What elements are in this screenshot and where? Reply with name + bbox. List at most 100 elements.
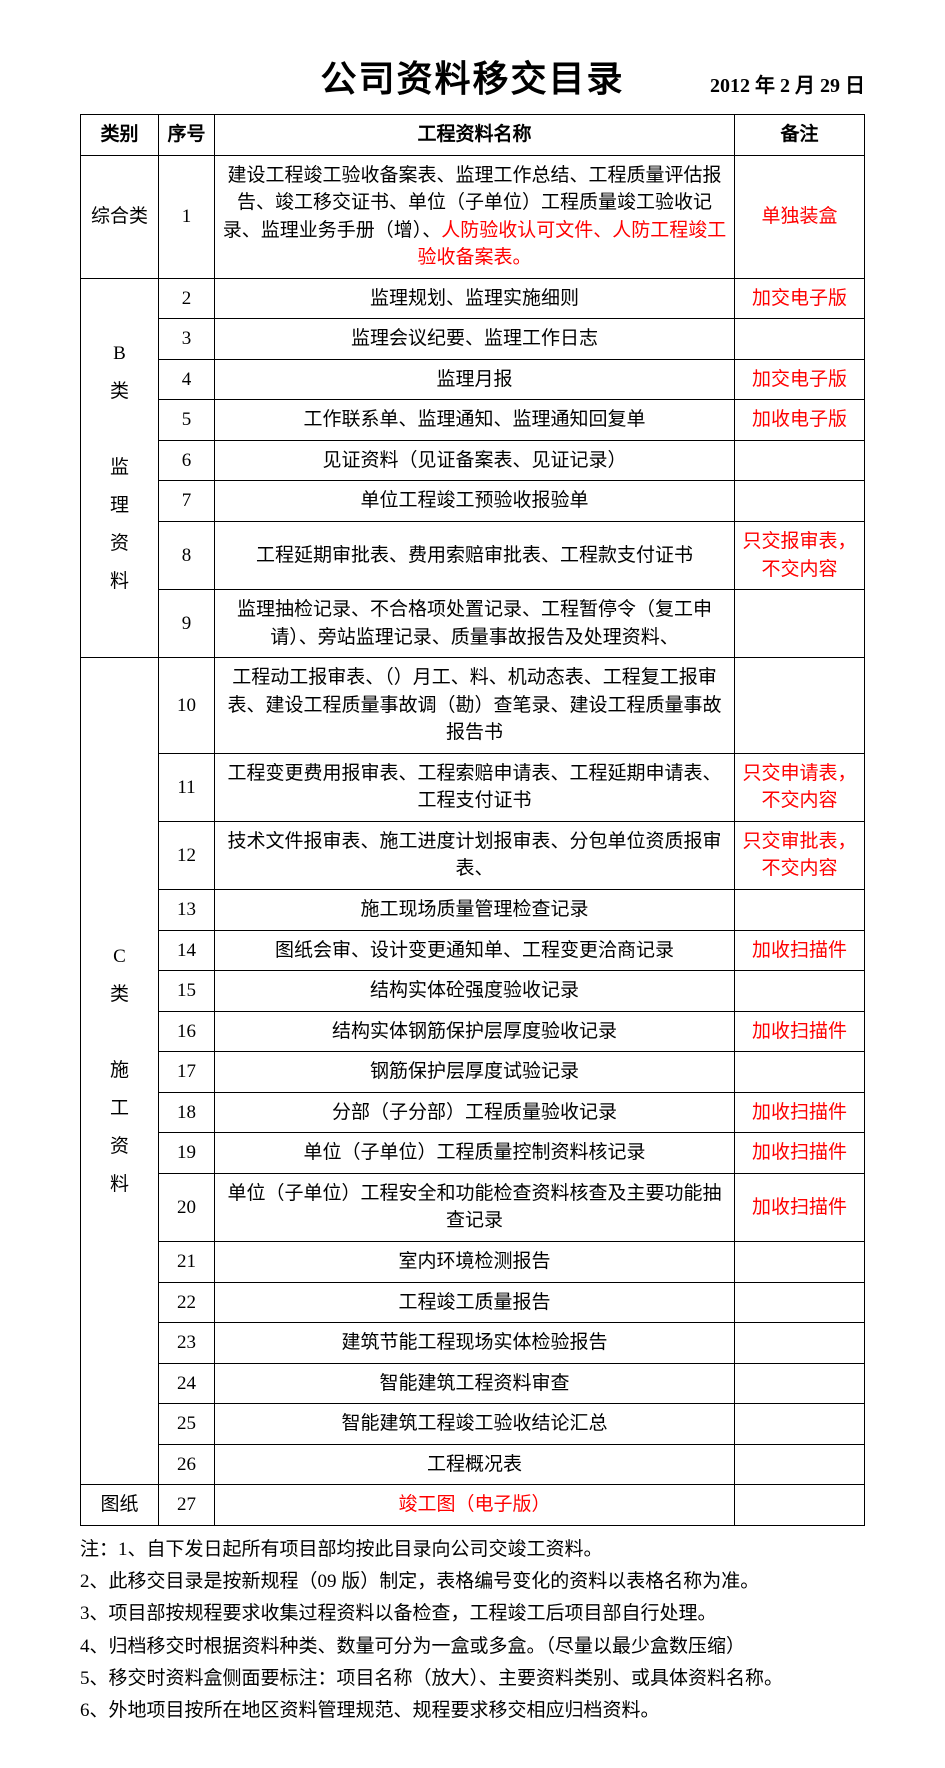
handover-table: 类别 序号 工程资料名称 备注 综合类1建设工程竣工验收备案表、监理工作总结、工…	[80, 114, 865, 1526]
note-cell: 加收扫描件	[735, 1173, 865, 1241]
table-row: 26工程概况表	[81, 1444, 865, 1485]
category-cell: 综合类	[81, 155, 159, 278]
name-cell: 建筑节能工程现场实体检验报告	[215, 1323, 735, 1364]
name-cell: 室内环境检测报告	[215, 1241, 735, 1282]
seq-cell: 10	[159, 658, 215, 754]
seq-cell: 1	[159, 155, 215, 278]
note-cell: 加收扫描件	[735, 1092, 865, 1133]
table-row: 11工程变更费用报审表、工程索赔申请表、工程延期申请表、工程支付证书只交申请表，…	[81, 753, 865, 821]
footnote-line: 注：1、自下发日起所有项目部均按此目录向公司交竣工资料。	[80, 1534, 865, 1566]
table-row: 21室内环境检测报告	[81, 1241, 865, 1282]
note-cell	[735, 971, 865, 1012]
note-cell	[735, 1241, 865, 1282]
seq-cell: 7	[159, 481, 215, 522]
note-cell: 加交电子版	[735, 278, 865, 319]
note-cell	[735, 658, 865, 754]
note-cell	[735, 1323, 865, 1364]
note-cell	[735, 1363, 865, 1404]
name-cell: 监理会议纪要、监理工作日志	[215, 319, 735, 360]
seq-cell: 16	[159, 1011, 215, 1052]
table-row: B类 监理资料2监理规划、监理实施细则加交电子版	[81, 278, 865, 319]
page-date: 2012 年 2 月 29 日	[710, 69, 865, 98]
seq-cell: 12	[159, 821, 215, 889]
table-row: 22工程竣工质量报告	[81, 1282, 865, 1323]
table-row: 23建筑节能工程现场实体检验报告	[81, 1323, 865, 1364]
name-cell: 单位工程竣工预验收报验单	[215, 481, 735, 522]
seq-cell: 21	[159, 1241, 215, 1282]
table-row: 17钢筋保护层厚度试验记录	[81, 1052, 865, 1093]
table-row: 6见证资料（见证备案表、见证记录）	[81, 440, 865, 481]
name-cell: 智能建筑工程竣工验收结论汇总	[215, 1404, 735, 1445]
table-row: 15结构实体砼强度验收记录	[81, 971, 865, 1012]
footnotes: 注：1、自下发日起所有项目部均按此目录向公司交竣工资料。2、此移交目录是按新规程…	[80, 1534, 865, 1728]
name-cell: 竣工图（电子版）	[215, 1485, 735, 1526]
note-cell	[735, 1052, 865, 1093]
table-row: 13施工现场质量管理检查记录	[81, 890, 865, 931]
table-row: 7单位工程竣工预验收报验单	[81, 481, 865, 522]
note-cell: 加交电子版	[735, 359, 865, 400]
seq-cell: 2	[159, 278, 215, 319]
table-row: 18分部（子分部）工程质量验收记录加收扫描件	[81, 1092, 865, 1133]
name-cell: 单位（子单位）工程安全和功能检查资料核查及主要功能抽查记录	[215, 1173, 735, 1241]
note-cell	[735, 1444, 865, 1485]
seq-cell: 26	[159, 1444, 215, 1485]
footnote-line: 5、移交时资料盒侧面要标注：项目名称（放大）、主要资料类别、或具体资料名称。	[80, 1663, 865, 1695]
table-row: 9监理抽检记录、不合格项处置记录、工程暂停令（复工申请）、旁站监理记录、质量事故…	[81, 590, 865, 658]
name-cell: 建设工程竣工验收备案表、监理工作总结、工程质量评估报告、竣工移交证书、单位（子单…	[215, 155, 735, 278]
table-row: 14图纸会审、设计变更通知单、工程变更洽商记录加收扫描件	[81, 930, 865, 971]
seq-cell: 6	[159, 440, 215, 481]
note-cell	[735, 1404, 865, 1445]
footnote-line: 4、归档移交时根据资料种类、数量可分为一盒或多盒。（尽量以最少盒数压缩）	[80, 1631, 865, 1663]
table-row: 20单位（子单位）工程安全和功能检查资料核查及主要功能抽查记录加收扫描件	[81, 1173, 865, 1241]
seq-cell: 18	[159, 1092, 215, 1133]
note-cell: 加收扫描件	[735, 1011, 865, 1052]
name-cell: 见证资料（见证备案表、见证记录）	[215, 440, 735, 481]
table-row: 5工作联系单、监理通知、监理通知回复单加收电子版	[81, 400, 865, 441]
name-cell: 工程动工报审表、（）月工、料、机动态表、工程复工报审表、建设工程质量事故调（勘）…	[215, 658, 735, 754]
seq-cell: 25	[159, 1404, 215, 1445]
name-cell: 监理规划、监理实施细则	[215, 278, 735, 319]
seq-cell: 5	[159, 400, 215, 441]
seq-cell: 11	[159, 753, 215, 821]
table-row: 综合类1建设工程竣工验收备案表、监理工作总结、工程质量评估报告、竣工移交证书、单…	[81, 155, 865, 278]
name-cell: 监理抽检记录、不合格项处置记录、工程暂停令（复工申请）、旁站监理记录、质量事故报…	[215, 590, 735, 658]
note-cell	[735, 590, 865, 658]
note-cell	[735, 1282, 865, 1323]
seq-cell: 22	[159, 1282, 215, 1323]
seq-cell: 15	[159, 971, 215, 1012]
note-cell	[735, 481, 865, 522]
note-cell	[735, 1485, 865, 1526]
table-row: 12技术文件报审表、施工进度计划报审表、分包单位资质报审表、只交审批表，不交内容	[81, 821, 865, 889]
name-cell: 工程延期审批表、费用索赔审批表、工程款支付证书	[215, 522, 735, 590]
seq-cell: 8	[159, 522, 215, 590]
footnote-line: 3、项目部按规程要求收集过程资料以备检查，工程竣工后项目部自行处理。	[80, 1598, 865, 1630]
note-cell	[735, 890, 865, 931]
note-cell	[735, 440, 865, 481]
note-cell: 加收扫描件	[735, 1133, 865, 1174]
table-row: 8工程延期审批表、费用索赔审批表、工程款支付证书只交报审表，不交内容	[81, 522, 865, 590]
page-title: 公司资料移交目录	[320, 50, 624, 102]
category-cell: B类 监理资料	[81, 278, 159, 657]
table-header-row: 类别 序号 工程资料名称 备注	[81, 115, 865, 156]
note-cell	[735, 319, 865, 360]
header-category: 类别	[81, 115, 159, 156]
header-note: 备注	[735, 115, 865, 156]
table-row: 19单位（子单位）工程质量控制资料核记录加收扫描件	[81, 1133, 865, 1174]
footnote-line: 6、外地项目按所在地区资料管理规范、规程要求移交相应归档资料。	[80, 1695, 865, 1727]
seq-cell: 13	[159, 890, 215, 931]
name-cell: 钢筋保护层厚度试验记录	[215, 1052, 735, 1093]
name-cell: 单位（子单位）工程质量控制资料核记录	[215, 1133, 735, 1174]
note-cell: 加收电子版	[735, 400, 865, 441]
name-cell: 工程竣工质量报告	[215, 1282, 735, 1323]
name-cell: 技术文件报审表、施工进度计划报审表、分包单位资质报审表、	[215, 821, 735, 889]
footnote-line: 2、此移交目录是按新规程（09 版）制定，表格编号变化的资料以表格名称为准。	[80, 1566, 865, 1598]
name-cell: 监理月报	[215, 359, 735, 400]
table-row: 16结构实体钢筋保护层厚度验收记录加收扫描件	[81, 1011, 865, 1052]
seq-cell: 19	[159, 1133, 215, 1174]
table-row: 24智能建筑工程资料审查	[81, 1363, 865, 1404]
table-row: 4监理月报加交电子版	[81, 359, 865, 400]
seq-cell: 20	[159, 1173, 215, 1241]
name-cell: 施工现场质量管理检查记录	[215, 890, 735, 931]
seq-cell: 24	[159, 1363, 215, 1404]
name-cell: 图纸会审、设计变更通知单、工程变更洽商记录	[215, 930, 735, 971]
